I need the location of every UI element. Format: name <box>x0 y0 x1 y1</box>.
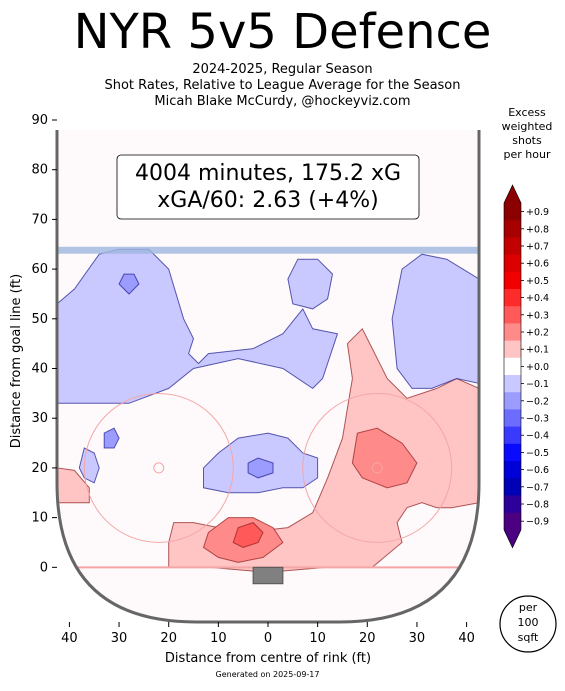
suppressed-shot-region <box>287 258 334 310</box>
legend-swatch <box>504 478 521 496</box>
subtitle-description: Shot Rates, Relative to League Average f… <box>104 78 461 93</box>
footer-generated-date: Generated on 2025-09-17 <box>215 670 320 679</box>
legend-swatch <box>504 203 521 221</box>
x-tick-label: 10 <box>309 631 326 646</box>
x-tick-label: 20 <box>160 631 177 646</box>
legend-swatch <box>504 254 521 273</box>
legend-tick-label: +0.6 <box>526 259 549 270</box>
y-tick-label: 80 <box>31 163 48 178</box>
summary-box: 4004 minutes, 175.2 xG xGA/60: 2.63 (+4%… <box>116 154 420 220</box>
legend-swatch <box>504 220 521 238</box>
y-tick-label: 20 <box>31 461 48 476</box>
legend-tick-label: +0.9 <box>526 207 549 218</box>
unit-badge-line: per <box>519 601 538 614</box>
legend-tick-label: −0.6 <box>526 465 549 476</box>
legend-swatch <box>504 340 521 359</box>
chart-title: NYR 5v5 Defence <box>73 4 492 60</box>
suppressed-shot-region <box>118 273 140 295</box>
legend-swatch <box>504 323 521 342</box>
y-tick-label: 50 <box>31 312 48 327</box>
x-tick-label: 10 <box>210 631 227 646</box>
faceoff-dot <box>153 462 165 474</box>
centre-red-line <box>57 120 479 130</box>
excess-shot-region <box>351 427 418 489</box>
x-tick-label: 30 <box>111 631 128 646</box>
legend-tick-label: −0.4 <box>526 431 549 442</box>
x-axis-label: Distance from centre of rink (ft) <box>165 651 371 666</box>
legend-swatch <box>504 461 521 479</box>
legend-tick-label: +0.2 <box>526 328 549 339</box>
legend-swatch <box>504 409 521 428</box>
legend-tick-label: +0.3 <box>526 310 549 321</box>
faceoff-circle <box>302 392 453 543</box>
y-tick-label: 0 <box>40 560 48 575</box>
legend-swatch <box>504 392 521 410</box>
legend-swatch <box>504 512 521 531</box>
excess-shot-region <box>57 467 90 504</box>
legend-tick-label: −0.7 <box>526 482 549 493</box>
legend-tick-label: +0.0 <box>526 362 549 373</box>
blue-line <box>57 246 479 254</box>
legend-title-line: per hour <box>503 148 551 161</box>
y-tick-label: 60 <box>31 262 48 277</box>
x-tick-label: 40 <box>458 631 475 646</box>
suppressed-shot-region <box>391 253 479 389</box>
y-tick-label: 40 <box>31 362 48 377</box>
goal-net <box>252 566 284 585</box>
legend-tick-label: −0.2 <box>526 396 549 407</box>
legend-title-line: Excess <box>508 106 546 119</box>
unit-badge-line: sqft <box>518 631 539 644</box>
faceoff-dot <box>371 462 383 474</box>
legend-swatch <box>504 426 521 445</box>
legend-title: Excess weighted shots per hour <box>492 106 562 162</box>
subtitle-season: 2024-2025, Regular Season <box>192 62 373 77</box>
x-tick-label: 30 <box>409 631 426 646</box>
subtitle-author: Micah Blake McCurdy, @hockeyviz.com <box>154 94 411 109</box>
excess-shot-region <box>168 327 479 573</box>
legend-outline <box>503 184 522 549</box>
x-tick-label: 40 <box>61 631 78 646</box>
axes: 0 10 20 30 40 50 60 70 80 90 40 30 20 10 0 10 20 30 40 Dist… <box>9 113 475 666</box>
faceoff-circle <box>83 392 234 543</box>
suppressed-shot-region <box>247 457 274 479</box>
y-tick-label: 70 <box>31 212 48 227</box>
summary-minutes-xg: 4004 minutes, 175.2 xG <box>135 161 401 186</box>
legend-tick-label: −0.1 <box>526 379 549 390</box>
unit-badge: per 100 sqft <box>499 595 557 653</box>
legend-top-arrow <box>504 185 521 203</box>
excess-shot-region <box>232 522 264 548</box>
legend-tick-label: −0.5 <box>526 448 549 459</box>
y-tick-label: 30 <box>31 411 48 426</box>
legend-tick-label: −0.8 <box>526 500 549 511</box>
legend-tick-label: +0.7 <box>526 242 549 253</box>
legend-swatch <box>504 306 521 324</box>
x-tick-label: 0 <box>264 631 272 646</box>
legend-tick-label: +0.8 <box>526 224 549 235</box>
legend-swatch <box>504 271 521 290</box>
x-tick-label: 20 <box>359 631 376 646</box>
y-tick-label: 90 <box>31 113 48 128</box>
summary-xga-rate: xGA/60: 2.63 (+4%) <box>157 188 378 213</box>
legend-swatch <box>504 495 521 514</box>
legend-tick-label: −0.9 <box>526 517 549 528</box>
legend-swatch <box>504 357 521 376</box>
legend-colorbar: +0.9 +0.8 +0.7 +0.6 +0.5 +0.4 +0.3 +0.2 +0.1 +0.0… <box>503 184 549 549</box>
legend-title-line: weighted <box>501 120 553 133</box>
legend-tick-label: −0.3 <box>526 414 549 425</box>
legend-tick-label: +0.1 <box>526 345 549 356</box>
y-axis-label: Distance from goal line (ft) <box>9 274 24 448</box>
legend-title-line: shots <box>512 134 542 147</box>
legend-swatch <box>504 375 521 393</box>
legend-tick-label: +0.5 <box>526 276 549 287</box>
y-tick-label: 10 <box>31 511 48 526</box>
suppressed-shot-region <box>103 427 120 449</box>
legend-swatch <box>504 237 521 256</box>
legend-tick-label: +0.4 <box>526 293 549 304</box>
legend-swatch <box>504 289 521 307</box>
legend-bottom-arrow <box>504 529 521 548</box>
unit-badge-line: 100 <box>518 616 539 629</box>
legend-swatch <box>504 443 521 462</box>
